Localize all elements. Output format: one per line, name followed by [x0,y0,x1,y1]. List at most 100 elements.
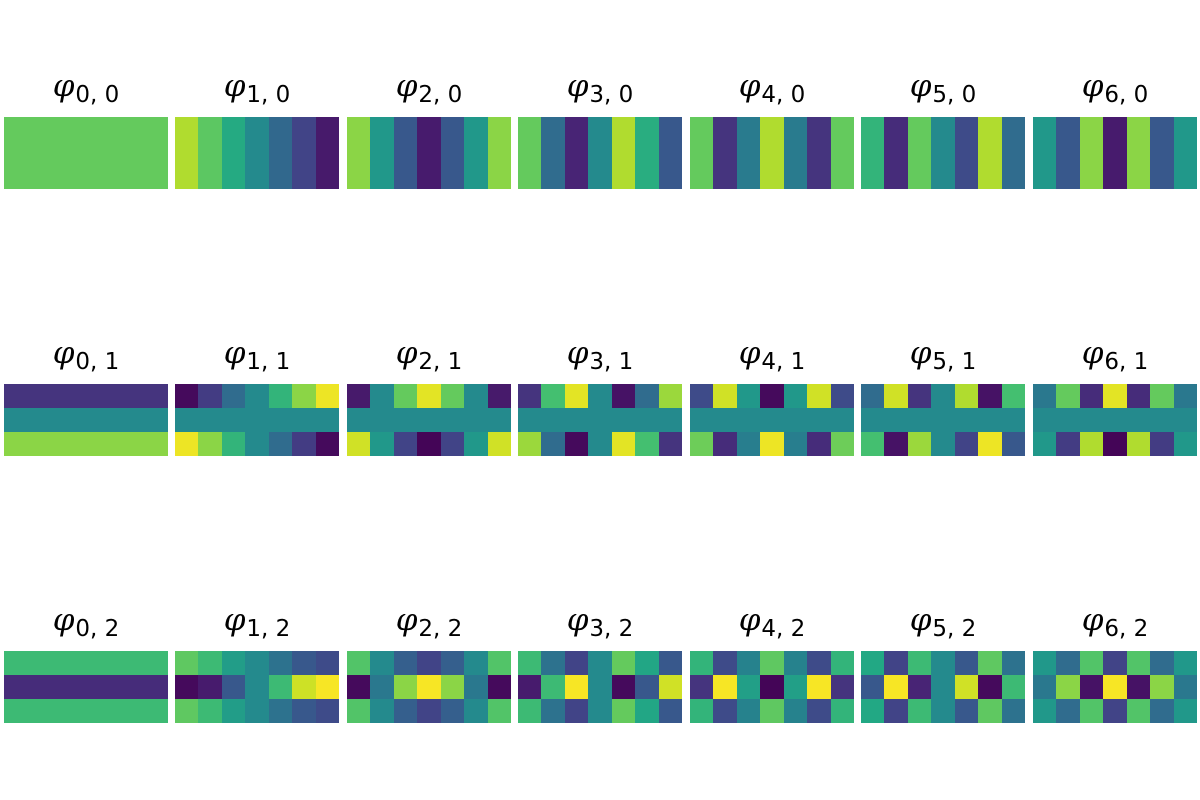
heatmap-cell [144,408,168,432]
heatmap-cell [861,675,885,699]
heatmap-cell [1173,651,1197,675]
panel-subscript: 6, 2 [1104,616,1149,642]
heatmap-cell [931,699,955,723]
panel-subscript: 2, 1 [418,349,463,375]
panel-subscript: 0, 0 [75,82,120,108]
heatmap-cell [861,141,885,165]
panel-title: φ4, 2 [690,597,854,651]
basis-panel: φ1, 0 [175,63,339,223]
heatmap-cell [1056,675,1080,699]
phi-symbol: φ [909,602,932,638]
heatmap-cell [736,408,761,432]
panel-subscript: 0, 2 [75,616,120,642]
heatmap-cell [245,675,269,699]
heatmap-cell [4,165,28,189]
panel-title: φ5, 2 [861,597,1025,651]
panel-subscript: 5, 2 [932,616,977,642]
panel-title: φ5, 1 [861,330,1025,384]
panel-subscript: 3, 0 [589,82,634,108]
heatmap-cell [97,432,122,456]
heatmap-cell [564,165,589,189]
heatmap-grid [861,651,1025,723]
heatmap-cell [393,141,418,165]
heatmap-cell [783,432,808,456]
heatmap-cell [713,117,737,141]
heatmap-cell [27,165,51,189]
heatmap-cell [1126,141,1151,165]
heatmap-cell [1126,165,1151,189]
heatmap-cell [1033,141,1057,165]
heatmap-cell [144,117,168,141]
heatmap-cell [1173,117,1197,141]
basis-panel: φ5, 1 [861,330,1025,490]
heatmap-cell [541,384,565,408]
heatmap-cell [1033,432,1057,456]
heatmap-cell [1173,165,1197,189]
heatmap-cell [713,141,737,165]
heatmap-cell [760,141,784,165]
heatmap-cell [1103,165,1127,189]
panel-subscript: 3, 2 [589,616,634,642]
heatmap-cell [292,408,316,432]
heatmap-cell [830,699,854,723]
heatmap-cell [760,699,784,723]
heatmap-cell [347,117,371,141]
heatmap-cell [440,141,465,165]
heatmap-cell [658,675,682,699]
heatmap-cell [1103,432,1127,456]
basis-panel: φ0, 0 [4,63,168,223]
heatmap-cell [1173,384,1197,408]
heatmap-cell [4,408,28,432]
heatmap-cell [1126,432,1151,456]
heatmap-cell [144,699,168,723]
heatmap-cell [50,165,75,189]
heatmap-cell [4,384,28,408]
heatmap-cell [370,675,394,699]
heatmap-cell [1056,141,1080,165]
phi-symbol: φ [566,602,589,638]
heatmap-cell [1173,141,1197,165]
heatmap-grid [175,117,339,189]
heatmap-cell [121,675,145,699]
heatmap-cell [541,141,565,165]
heatmap-cell [97,165,122,189]
heatmap-cell [27,699,51,723]
heatmap-cell [611,408,636,432]
heatmap-cell [658,432,682,456]
panel-subscript: 3, 1 [589,349,634,375]
heatmap-cell [1033,651,1057,675]
heatmap-cell [564,699,589,723]
heatmap-cell [370,384,394,408]
panel-title: φ3, 0 [518,63,682,117]
heatmap-cell [464,699,488,723]
heatmap-cell [783,699,808,723]
heatmap-cell [315,651,339,675]
heatmap-cell [907,117,932,141]
phi-symbol: φ [909,68,932,104]
heatmap-cell [464,141,488,165]
heatmap-grid [518,384,682,456]
heatmap-cell [807,165,831,189]
heatmap-cell [292,117,316,141]
heatmap-cell [736,384,761,408]
heatmap-cell [393,651,418,675]
heatmap-cell [1150,117,1174,141]
basis-panel: φ5, 2 [861,597,1025,757]
heatmap-cell [268,408,293,432]
panel-subscript: 5, 0 [932,82,977,108]
heatmap-cell [144,651,168,675]
heatmap-cell [760,117,784,141]
heatmap-cell [268,165,293,189]
phi-symbol: φ [1081,68,1104,104]
heatmap-cell [931,165,955,189]
heatmap-cell [393,117,418,141]
phi-symbol: φ [52,68,75,104]
heatmap-cell [417,432,441,456]
heatmap-cell [221,384,246,408]
heatmap-cell [931,141,955,165]
panel-subscript: 6, 0 [1104,82,1149,108]
heatmap-cell [760,384,784,408]
heatmap-cell [830,117,854,141]
heatmap-cell [487,141,511,165]
heatmap-cell [690,651,714,675]
